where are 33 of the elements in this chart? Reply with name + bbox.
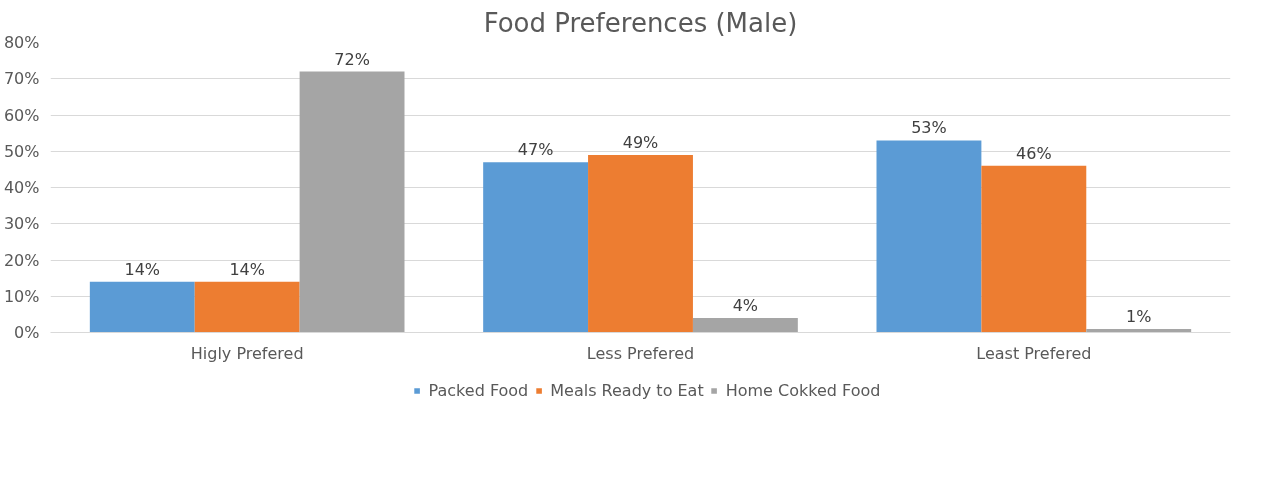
data-label: 53% bbox=[911, 118, 947, 138]
bar bbox=[981, 165, 1087, 333]
bar bbox=[483, 162, 589, 333]
x-tick-label: Higly Prefered bbox=[190, 343, 304, 363]
data-label: 47% bbox=[517, 140, 554, 160]
legend-label: Meals Ready to Eat bbox=[550, 380, 704, 400]
x-tick-label: Least Prefered bbox=[976, 343, 1092, 363]
bar bbox=[588, 154, 693, 333]
bar bbox=[299, 71, 405, 333]
legend-label: Packed Food bbox=[428, 380, 529, 400]
y-tick-label: 50% bbox=[3, 141, 40, 161]
bar bbox=[194, 281, 300, 333]
data-label: 1% bbox=[1126, 306, 1152, 326]
data-label: 4% bbox=[732, 296, 759, 315]
y-tick-label: 20% bbox=[3, 250, 40, 270]
y-tick-label: 30% bbox=[3, 214, 40, 234]
data-label: 72% bbox=[334, 49, 370, 69]
data-label: 14% bbox=[229, 259, 265, 279]
legend-label: Home Cokked Food bbox=[725, 380, 881, 400]
y-tick-label: 40% bbox=[3, 178, 40, 197]
y-tick-label: 10% bbox=[3, 286, 40, 306]
x-tick-label: Less Prefered bbox=[586, 343, 695, 363]
y-tick-label: 60% bbox=[3, 105, 40, 125]
data-label: 46% bbox=[1016, 143, 1052, 163]
bar bbox=[89, 281, 195, 333]
data-label: 14% bbox=[124, 259, 161, 279]
chart-title: Food Preferences (Male) bbox=[483, 7, 798, 38]
bar bbox=[692, 318, 798, 333]
y-tick-label: 0% bbox=[14, 323, 40, 342]
data-label: 49% bbox=[622, 132, 659, 152]
y-tick-label: 80% bbox=[3, 33, 40, 52]
y-tick-label: 70% bbox=[3, 69, 40, 89]
bar bbox=[876, 140, 982, 333]
